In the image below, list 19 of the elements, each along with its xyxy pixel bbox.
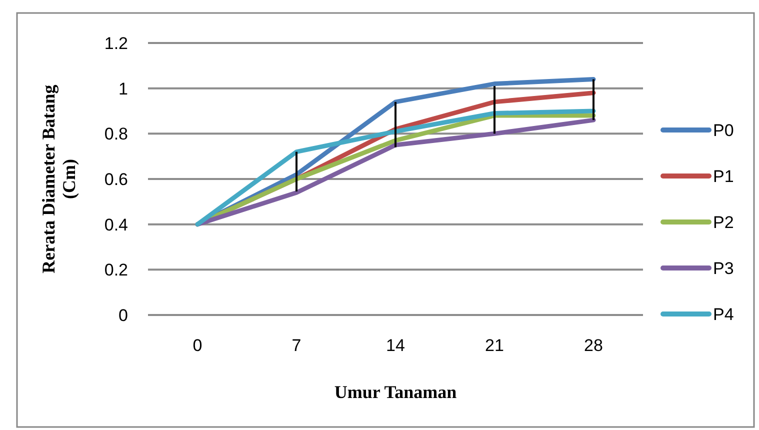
- y-tick-label: 0.2: [104, 260, 128, 280]
- x-tick-label: 7: [292, 336, 302, 355]
- legend-label: P0: [713, 120, 734, 140]
- x-axis-title: Umur Tanaman: [334, 382, 457, 402]
- y-tick-label: 1.2: [104, 34, 128, 53]
- x-tick-label: 14: [386, 336, 405, 355]
- legend-label: P3: [713, 258, 734, 278]
- legend-label: P1: [713, 166, 734, 186]
- y-axis-title: Rerata Diameter Batang (Cm): [38, 84, 80, 274]
- y-tick-label: 0: [118, 306, 128, 325]
- x-tick-label: 21: [485, 336, 504, 355]
- legend-label: P4: [713, 304, 734, 324]
- y-tick-label: 0.6: [104, 170, 128, 189]
- legend-label: P2: [713, 212, 734, 232]
- y-tick-label: 1: [118, 79, 128, 98]
- y-tick-label: 0.4: [104, 215, 128, 234]
- x-tick-label: 0: [192, 336, 202, 355]
- x-tick-label: 28: [584, 336, 603, 355]
- y-tick-label: 0.8: [104, 124, 128, 144]
